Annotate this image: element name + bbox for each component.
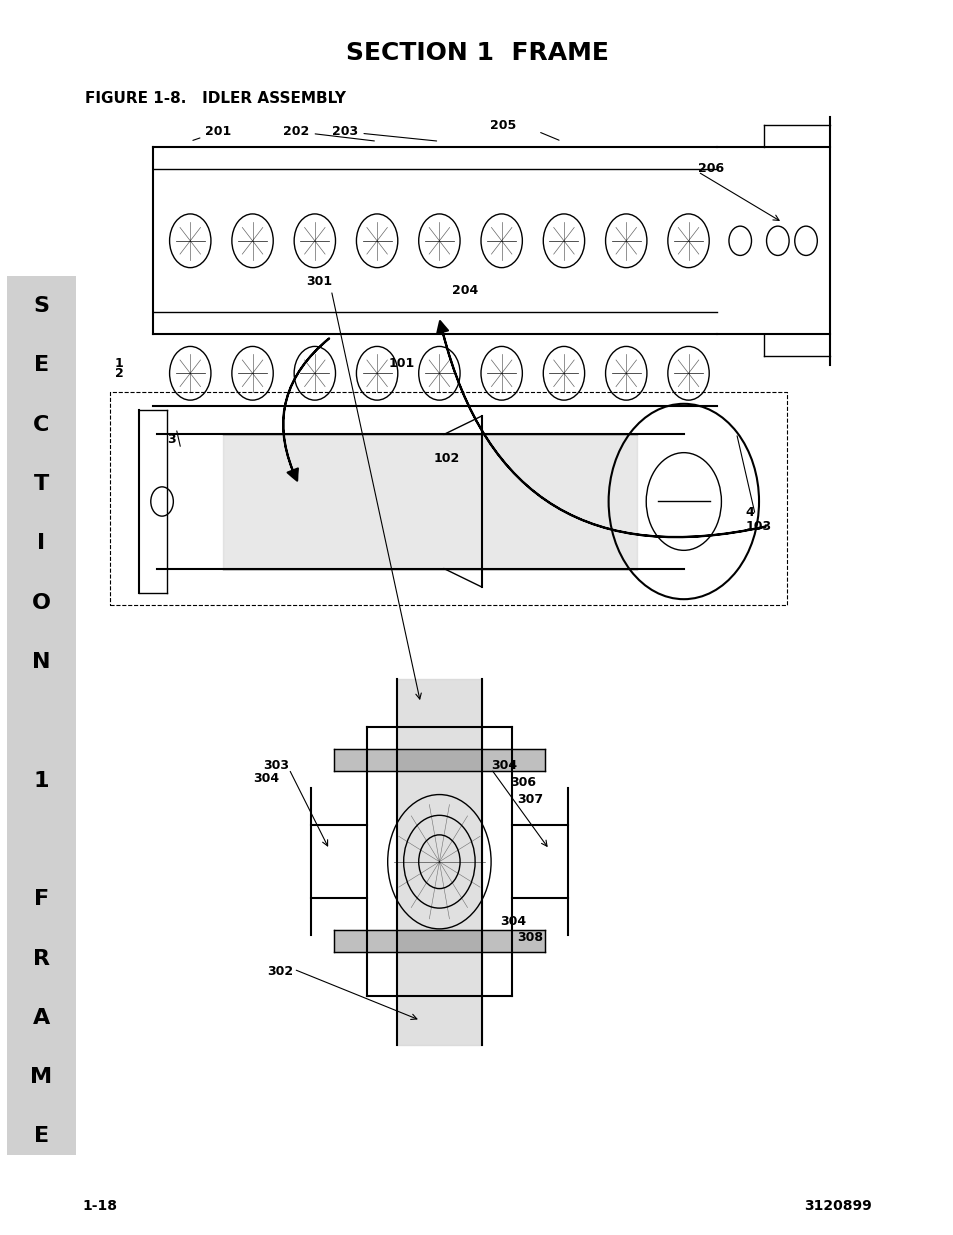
Text: N: N: [32, 652, 51, 672]
Text: 103: 103: [745, 520, 771, 532]
Text: FIGURE 1-8.   IDLER ASSEMBLY: FIGURE 1-8. IDLER ASSEMBLY: [85, 91, 346, 106]
FancyArrowPatch shape: [436, 321, 765, 537]
FancyArrowPatch shape: [283, 338, 329, 480]
Text: 307: 307: [517, 793, 543, 806]
Text: 302: 302: [267, 966, 294, 978]
Text: 304: 304: [500, 915, 526, 929]
Text: 301: 301: [306, 275, 332, 288]
Text: 203: 203: [332, 125, 436, 141]
Text: 308: 308: [517, 931, 543, 944]
FancyBboxPatch shape: [7, 275, 75, 1155]
Text: 1: 1: [33, 771, 49, 790]
Text: O: O: [31, 593, 51, 613]
Text: E: E: [33, 356, 49, 375]
Text: 204: 204: [451, 284, 477, 296]
Text: 304: 304: [253, 772, 279, 785]
Text: E: E: [33, 1126, 49, 1146]
Text: 3120899: 3120899: [803, 1199, 871, 1213]
Text: 101: 101: [388, 357, 415, 370]
Text: 205: 205: [490, 119, 516, 132]
Text: 303: 303: [263, 760, 289, 772]
Text: M: M: [30, 1067, 52, 1087]
Text: 206: 206: [698, 162, 723, 175]
Text: 306: 306: [509, 776, 536, 789]
Text: T: T: [33, 474, 49, 494]
Text: C: C: [33, 415, 50, 435]
Text: 1-18: 1-18: [82, 1199, 117, 1213]
Text: 1: 1: [115, 357, 124, 370]
Text: 4: 4: [745, 506, 754, 519]
Text: F: F: [33, 889, 49, 909]
Text: A: A: [32, 1008, 50, 1028]
Bar: [111, 391, 786, 605]
Text: 2: 2: [115, 367, 124, 380]
Text: I: I: [37, 534, 46, 553]
Text: 202: 202: [283, 125, 374, 141]
Text: S: S: [33, 296, 50, 316]
Text: 3: 3: [167, 433, 175, 446]
Text: 304: 304: [491, 760, 517, 772]
Text: 102: 102: [434, 452, 459, 466]
Text: R: R: [32, 948, 50, 968]
Text: 201: 201: [193, 125, 232, 141]
Text: SECTION 1  FRAME: SECTION 1 FRAME: [345, 41, 608, 65]
